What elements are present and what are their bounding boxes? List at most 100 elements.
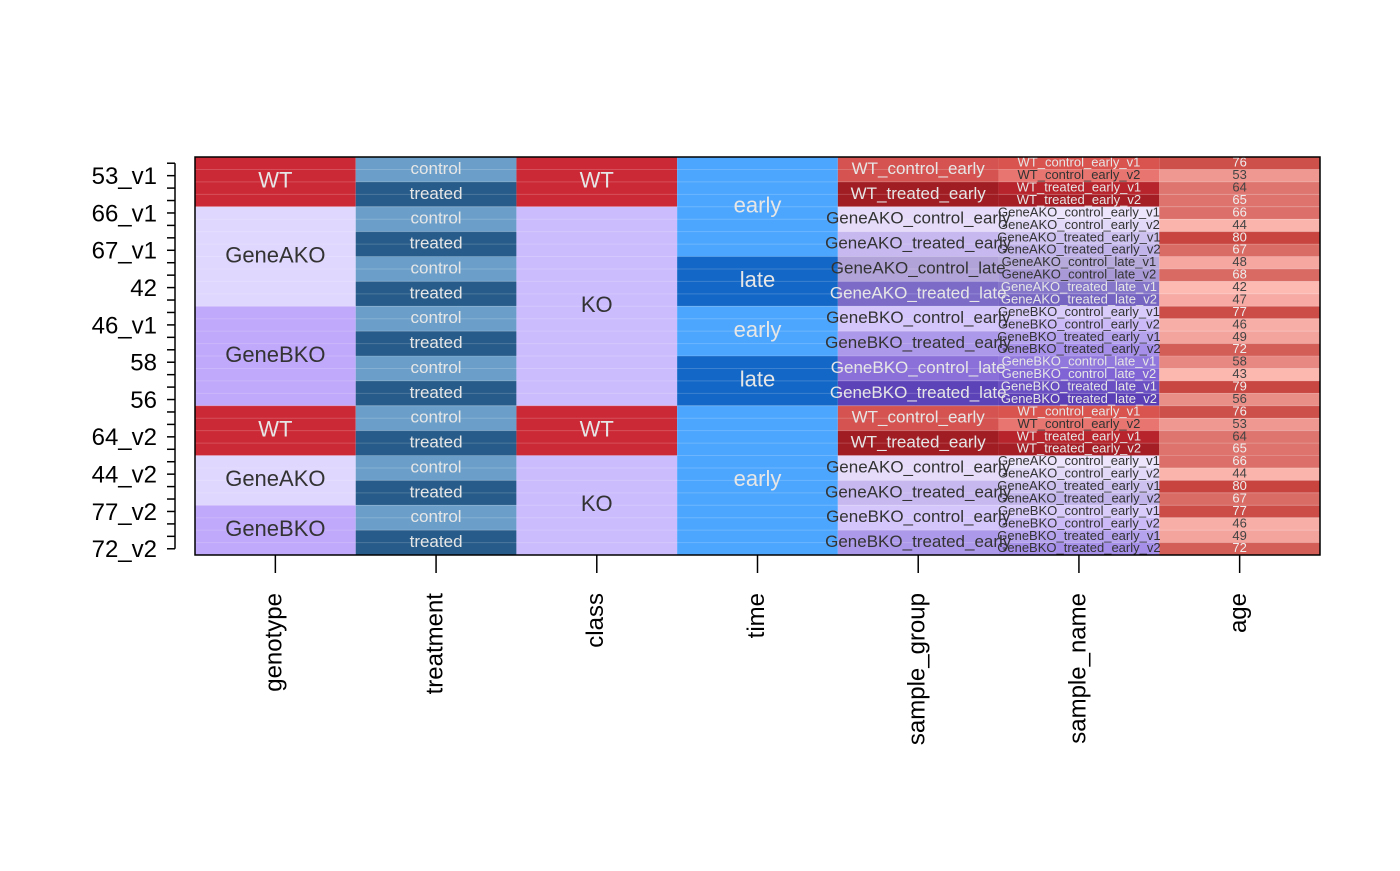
cell bbox=[998, 480, 1160, 493]
cell bbox=[998, 492, 1160, 506]
cell-label: GeneAKO_treated_early_v1 bbox=[997, 229, 1160, 244]
cell-label: GeneAKO_control_early_v1 bbox=[998, 453, 1160, 468]
cell bbox=[355, 206, 517, 232]
cell-label: GeneBKO_treated_early_v2 bbox=[997, 341, 1160, 356]
cell-label: GeneBKO_control_early_v1 bbox=[998, 304, 1160, 319]
cell-label: WT_control_early bbox=[852, 159, 986, 178]
cell-label: GeneBKO_treated_late_v1 bbox=[1001, 379, 1157, 394]
cell-label: control bbox=[411, 457, 462, 476]
cell bbox=[1159, 542, 1320, 555]
x-axis-label: sample_name bbox=[1064, 593, 1091, 744]
cell bbox=[1159, 517, 1320, 531]
cell-label: control bbox=[411, 209, 462, 228]
cell-label: 44 bbox=[1232, 466, 1246, 481]
cell-label: 76 bbox=[1232, 403, 1246, 418]
cell-label: 72 bbox=[1232, 540, 1246, 555]
y-tick-label: 77_v2 bbox=[92, 499, 157, 526]
cell bbox=[355, 157, 517, 182]
cell bbox=[837, 430, 999, 456]
cell-label: treated bbox=[410, 184, 463, 203]
x-axis-label: class bbox=[582, 593, 609, 648]
cell bbox=[998, 281, 1160, 294]
cell bbox=[355, 480, 517, 506]
cell bbox=[195, 405, 356, 456]
cell-label: 43 bbox=[1232, 366, 1246, 381]
cell-label: treated bbox=[410, 234, 463, 253]
cell bbox=[837, 530, 999, 555]
x-axis-label: age bbox=[1225, 593, 1252, 633]
cell-label: GeneAKO_treated_early_v1 bbox=[997, 478, 1160, 493]
cell-label: WT bbox=[258, 416, 292, 441]
y-tick-label: 46_v1 bbox=[92, 312, 157, 339]
cell-label: 79 bbox=[1232, 379, 1246, 394]
cell bbox=[837, 281, 999, 307]
cell bbox=[998, 181, 1160, 195]
cell bbox=[1159, 492, 1320, 506]
cell bbox=[998, 169, 1160, 182]
cell bbox=[677, 306, 838, 356]
cell-label: 65 bbox=[1232, 441, 1246, 456]
cell bbox=[516, 206, 678, 406]
cell bbox=[677, 256, 838, 307]
y-tick-label: 56 bbox=[130, 387, 157, 414]
cell bbox=[837, 505, 999, 531]
cell bbox=[1159, 206, 1320, 220]
y-tick-label: 44_v2 bbox=[92, 462, 157, 489]
cell bbox=[998, 293, 1160, 307]
cell-label: GeneAKO_treated_late_v1 bbox=[1001, 279, 1157, 294]
cell-label: GeneBKO bbox=[225, 342, 325, 367]
cell bbox=[998, 530, 1160, 543]
cell bbox=[998, 343, 1160, 356]
cell-label: 49 bbox=[1232, 329, 1246, 344]
cell bbox=[998, 542, 1160, 555]
cell-label: WT_control_early_v2 bbox=[1018, 167, 1141, 182]
cell bbox=[998, 231, 1160, 245]
cell-label: GeneAKO_control_late_v1 bbox=[1002, 254, 1157, 269]
cell-label: GeneAKO_control_early_v1 bbox=[998, 204, 1160, 219]
cell-label: 72 bbox=[1232, 341, 1246, 356]
cell-label: GeneAKO_control_early_v2 bbox=[998, 466, 1160, 481]
cell bbox=[355, 231, 517, 257]
cell bbox=[1159, 181, 1320, 195]
cell-label: GeneBKO bbox=[225, 516, 325, 541]
cell-label: late bbox=[740, 367, 775, 392]
x-axis-label: sample_group bbox=[904, 593, 931, 745]
cell-label: WT_treated_early_v1 bbox=[1017, 180, 1141, 195]
cell-label: 47 bbox=[1232, 291, 1246, 306]
x-axis-label: time bbox=[743, 593, 770, 638]
cell bbox=[1159, 343, 1320, 356]
cell-label: control bbox=[411, 308, 462, 327]
cell bbox=[837, 231, 999, 257]
cell-label: treated bbox=[410, 532, 463, 551]
cell-label: GeneAKO_treated_early_v2 bbox=[997, 490, 1160, 505]
cell-label: WT_treated_early_v2 bbox=[1017, 192, 1141, 207]
y-tick-label: 58 bbox=[130, 350, 157, 377]
cell bbox=[998, 467, 1160, 481]
cell-label: KO bbox=[581, 292, 613, 317]
cell bbox=[677, 356, 838, 406]
cell-label: 46 bbox=[1232, 316, 1246, 331]
cell-label: 48 bbox=[1232, 254, 1246, 269]
cell-label: control bbox=[411, 258, 462, 277]
cell-label: treated bbox=[410, 482, 463, 501]
cell-label: 64 bbox=[1232, 180, 1246, 195]
cell bbox=[1159, 306, 1320, 319]
cell bbox=[1159, 380, 1320, 394]
cell-label: GeneAKO_treated_early_v2 bbox=[997, 242, 1160, 257]
cell-label: GeneAKO_control_late bbox=[831, 258, 1006, 277]
cell-label: control bbox=[411, 408, 462, 427]
cell-label: WT_control_early_v1 bbox=[1018, 155, 1141, 170]
cell bbox=[355, 256, 517, 282]
cell bbox=[837, 480, 999, 506]
cell-label: 80 bbox=[1232, 229, 1246, 244]
cell-label: WT bbox=[580, 416, 614, 441]
cell bbox=[837, 405, 999, 431]
cell bbox=[998, 268, 1160, 282]
y-tick-label: 66_v1 bbox=[92, 200, 157, 227]
cell bbox=[1159, 480, 1320, 493]
cell bbox=[837, 455, 999, 481]
cell bbox=[1159, 318, 1320, 332]
cell-label: GeneBKO_control_late_v2 bbox=[1002, 366, 1157, 381]
cell bbox=[677, 405, 838, 555]
cells bbox=[195, 157, 1320, 555]
